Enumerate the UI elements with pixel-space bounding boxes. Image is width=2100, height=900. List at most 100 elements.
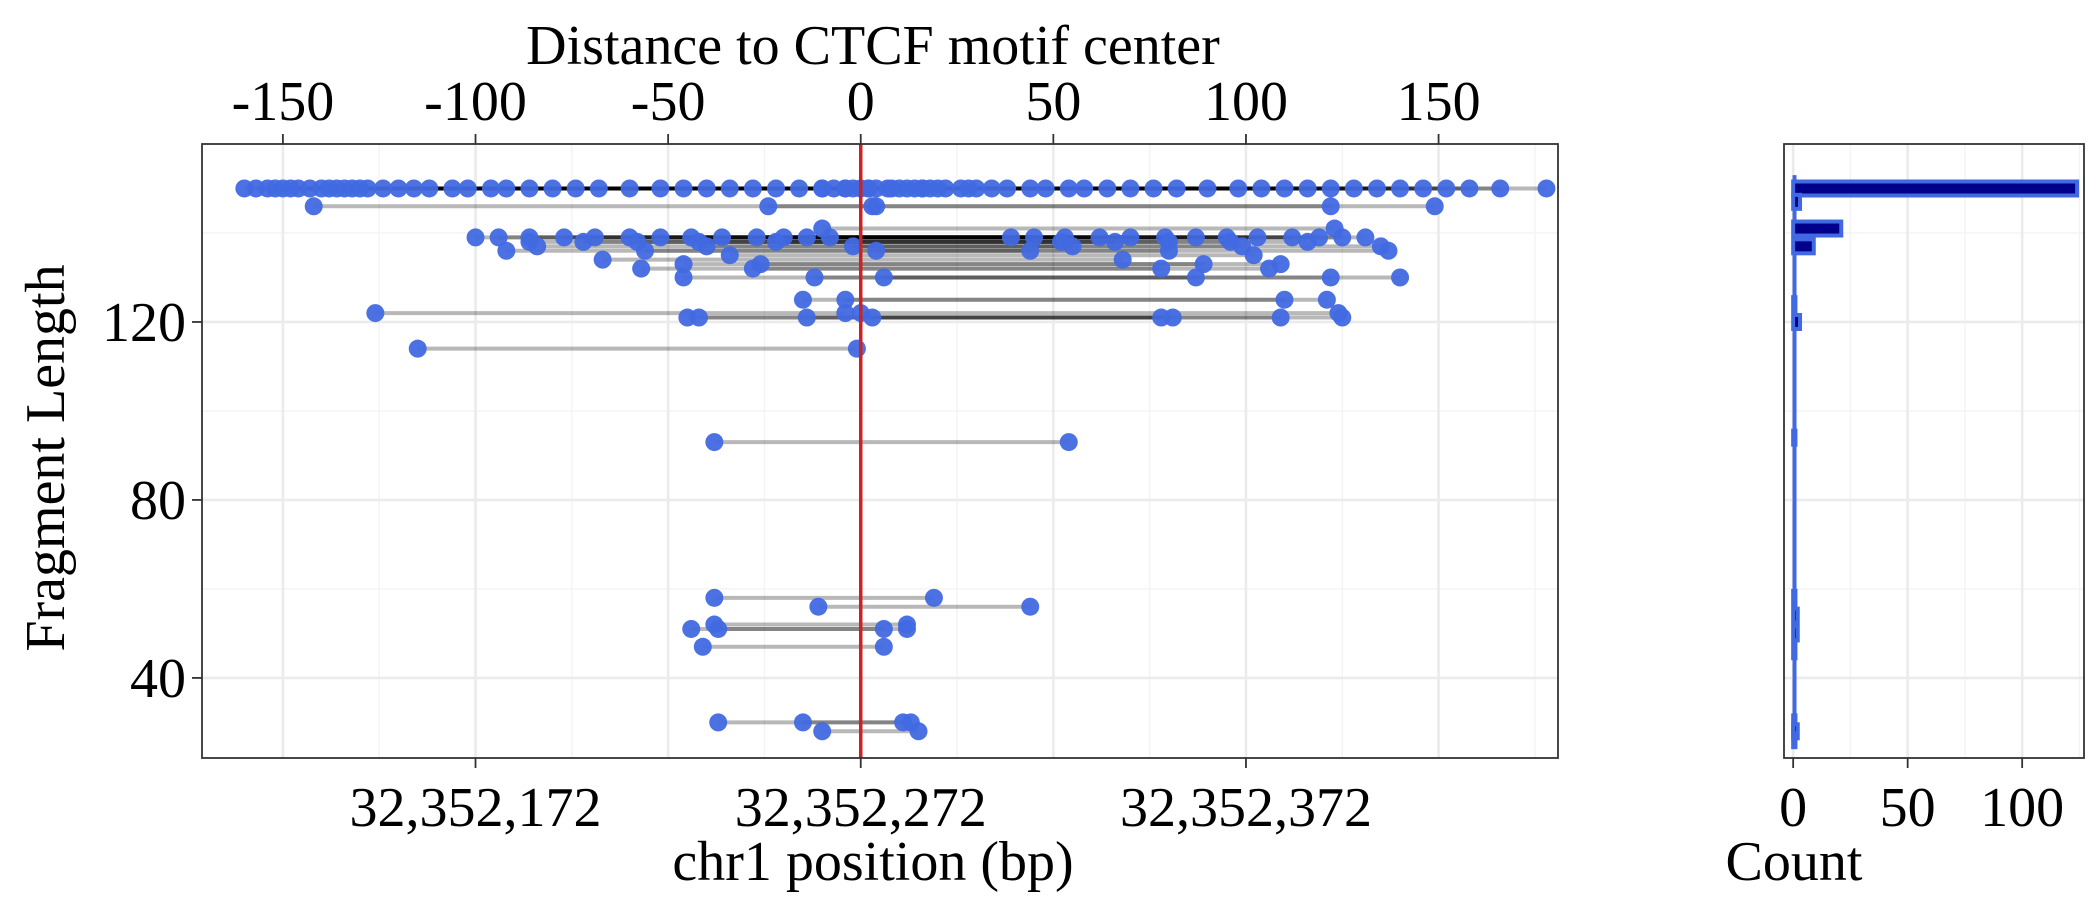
y-tick-label: 40 <box>130 648 186 710</box>
fragment-end-point <box>1379 241 1398 260</box>
histogram-bar <box>1791 179 2080 198</box>
fragment-end-point <box>894 713 913 732</box>
fragment-start-point <box>674 268 693 287</box>
fragment-start-point <box>589 179 608 198</box>
x-tick-label: 32,352,172 <box>350 777 602 839</box>
fragment-start-point <box>689 308 708 327</box>
fragment-end-point <box>1090 228 1109 247</box>
count-histogram-panel: 0 50 100 <box>1779 143 2085 839</box>
y-tick-label: 120 <box>102 292 186 354</box>
fragment-start-point <box>693 637 712 656</box>
histogram-bar <box>1791 606 1800 625</box>
fragment-start-point <box>374 179 393 198</box>
fragment-end-point <box>1321 179 1340 198</box>
fragment-end-point <box>1186 228 1205 247</box>
histogram-bar <box>1791 731 1798 750</box>
fragment-scatter-panel: 40 80 120 32,352,172 32,352,272 32,352,372 -15… <box>102 71 1559 839</box>
fragment-start-point <box>366 304 385 323</box>
fragment-end-point <box>1333 308 1352 327</box>
fragment-end-point <box>1356 228 1375 247</box>
fragment-start-point <box>358 179 377 198</box>
fragment-start-point <box>797 308 816 327</box>
fragment-end-point <box>836 304 855 323</box>
hist-x-tick-label: 0 <box>1779 777 1807 839</box>
fragment-end-point <box>1121 228 1140 247</box>
top-tick-label: 100 <box>1204 71 1288 133</box>
fragment-end-point <box>1414 179 1433 198</box>
fragment-start-point <box>682 619 701 638</box>
fragment-start-point <box>520 179 539 198</box>
fragment-end-point <box>1325 219 1344 238</box>
histogram-bar <box>1791 237 1816 256</box>
fragment-start-point <box>697 179 716 198</box>
hist-x-tick-label: 50 <box>1880 777 1936 839</box>
fragment-start-point <box>528 237 547 256</box>
hist-x-axis-title: Count <box>1726 831 1863 893</box>
fragment-start-point <box>555 228 574 247</box>
fragment-start-point <box>709 619 728 638</box>
fragment-end-point <box>1437 179 1456 198</box>
fragment-end-point <box>1063 237 1082 256</box>
fragment-start-point <box>797 228 816 247</box>
fragment-end-point <box>1021 179 1040 198</box>
fragment-start-point <box>759 197 778 216</box>
fragment-start-point <box>766 179 785 198</box>
fragment-start-point <box>574 232 593 251</box>
y-axis-title: Fragment Length <box>15 264 77 651</box>
fragment-end-point <box>1275 179 1294 198</box>
hist-x-tick-label: 100 <box>1980 777 2064 839</box>
fragment-end-point <box>1113 250 1132 269</box>
fragment-end-point <box>1344 179 1363 198</box>
fragment-end-point <box>1391 268 1410 287</box>
fragment-start-point <box>959 179 978 198</box>
histogram-bar <box>1791 192 1803 211</box>
fragment-start-point <box>790 179 809 198</box>
fragment-end-point <box>1321 268 1340 287</box>
fragment-end-point <box>1167 179 1186 198</box>
fragment-start-point <box>566 179 585 198</box>
fragment-start-point <box>766 232 785 251</box>
fragment-end-point <box>1059 179 1078 198</box>
fragment-start-point <box>651 179 670 198</box>
fragment-end-point <box>998 179 1017 198</box>
fragment-start-point <box>458 179 477 198</box>
fragment-end-point <box>1321 197 1340 216</box>
fragment-end-point <box>982 179 1001 198</box>
fragment-start-point <box>743 259 762 278</box>
fragment-end-point <box>874 619 893 638</box>
fragment-end-point <box>897 619 916 638</box>
fragment-end-point <box>1152 259 1171 278</box>
histogram-bar <box>1791 642 1798 661</box>
fragment-end-point <box>1001 228 1020 247</box>
fragment-start-point <box>697 237 716 256</box>
fragment-start-point <box>443 179 462 198</box>
fragment-end-point <box>1186 268 1205 287</box>
main-panel-border <box>201 143 1559 759</box>
fragment-end-point <box>1121 179 1140 198</box>
fragment-start-point <box>404 179 423 198</box>
fragment-start-point <box>809 597 828 616</box>
fragment-end-point <box>1260 259 1279 278</box>
y-tick-label: 80 <box>130 470 186 532</box>
fragment-start-point <box>863 308 882 327</box>
x-tick-label: 32,352,272 <box>735 777 987 839</box>
fragment-start-point <box>867 241 886 260</box>
fragment-start-point <box>874 268 893 287</box>
fragment-start-point <box>420 179 439 198</box>
fragment-start-point <box>304 197 323 216</box>
fragment-end-point <box>1021 241 1040 260</box>
top-tick-label: 50 <box>1025 71 1081 133</box>
fragment-start-point <box>620 179 639 198</box>
fragment-start-point <box>543 179 562 198</box>
fragment-end-point <box>859 179 878 198</box>
fragment-start-point <box>705 433 724 452</box>
fragment-end-point <box>1163 308 1182 327</box>
top-tick-label: -50 <box>631 71 706 133</box>
fragment-start-point <box>705 588 724 607</box>
histogram-bar <box>1791 428 1798 447</box>
fragment-end-point <box>909 722 928 741</box>
fragment-start-point <box>281 179 300 198</box>
fragment-start-point <box>747 228 766 247</box>
fragment-end-point <box>1537 179 1556 198</box>
